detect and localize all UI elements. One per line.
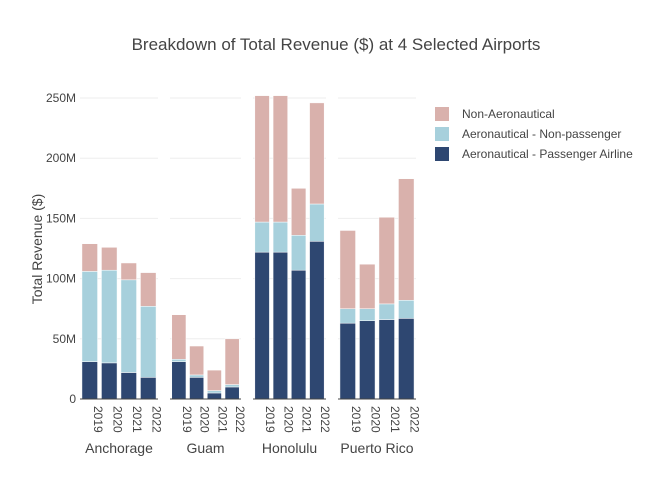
bar-puerto-rico-2019-aeronautical-non-passenger[interactable] <box>339 308 356 324</box>
bar-anchorage-2022-non-aeronautical[interactable] <box>140 272 157 307</box>
legend-label: Aeronautical - Passenger Airline <box>462 147 633 161</box>
bar-anchorage-2021-aeronautical-passenger-airline[interactable] <box>120 372 137 400</box>
x-tick-label: 2022 <box>318 406 332 433</box>
bar-honolulu-2019-aeronautical-passenger-airline[interactable] <box>254 251 270 400</box>
legend-swatch <box>435 147 449 161</box>
y-tick-label: 150M <box>46 211 76 225</box>
x-tick-label: 2021 <box>300 406 314 433</box>
y-tick-label: 50M <box>53 332 76 346</box>
x-tick-label: 2022 <box>407 406 421 433</box>
bar-puerto-rico-2021-aeronautical-passenger-airline[interactable] <box>378 319 395 400</box>
group-label-puerto-rico: Puerto Rico <box>340 440 413 456</box>
bar-guam-2021-non-aeronautical[interactable] <box>207 369 222 391</box>
legend-item-aeronautical-passenger-airline[interactable]: Aeronautical - Passenger Airline <box>435 147 633 161</box>
y-axis-ticks: 0 50M 100M 150M 200M 250M <box>46 91 76 406</box>
bar-anchorage-2020-non-aeronautical[interactable] <box>101 247 118 271</box>
x-tick-label: 2021 <box>388 406 402 433</box>
bar-honolulu-2020-aeronautical-non-passenger[interactable] <box>272 221 288 253</box>
bar-anchorage-2021-non-aeronautical[interactable] <box>120 262 137 281</box>
bar-puerto-rico-2021-non-aeronautical[interactable] <box>378 216 395 305</box>
bar-puerto-rico-2019-aeronautical-passenger-airline[interactable] <box>339 322 356 400</box>
bar-guam-2022-aeronautical-non-passenger[interactable] <box>224 384 240 388</box>
bar-guam-2019-non-aeronautical[interactable] <box>171 314 187 360</box>
bar-honolulu-2020-aeronautical-passenger-airline[interactable] <box>272 251 288 400</box>
y-tick-label: 200M <box>46 151 76 165</box>
bar-honolulu-2019-non-aeronautical[interactable] <box>254 95 270 223</box>
bar-anchorage-2020-aeronautical-non-passenger[interactable] <box>101 269 118 364</box>
x-tick-label: 2019 <box>263 406 277 433</box>
x-tick-label: 2019 <box>91 406 105 433</box>
bar-puerto-rico-2022-aeronautical-non-passenger[interactable] <box>398 300 415 319</box>
bar-puerto-rico-2022-aeronautical-passenger-airline[interactable] <box>398 318 415 400</box>
bar-anchorage-2019-aeronautical-non-passenger[interactable] <box>81 271 98 362</box>
bar-honolulu-2020-non-aeronautical[interactable] <box>272 95 288 223</box>
y-axis-label: Total Revenue ($) <box>29 194 45 305</box>
bar-guam-2020-non-aeronautical[interactable] <box>189 345 204 376</box>
x-tick-label: 2021 <box>130 406 144 433</box>
bar-guam-2021-aeronautical-non-passenger[interactable] <box>207 390 222 394</box>
bar-anchorage-2022-aeronautical-passenger-airline[interactable] <box>140 377 157 400</box>
group-label-guam: Guam <box>186 440 224 456</box>
x-tick-label: 2022 <box>233 406 247 433</box>
bar-honolulu-2022-aeronautical-passenger-airline[interactable] <box>309 241 325 400</box>
bar-honolulu-2022-aeronautical-non-passenger[interactable] <box>309 203 325 242</box>
bar-guam-2019-aeronautical-passenger-airline[interactable] <box>171 361 187 400</box>
x-tick-label: 2019 <box>349 406 363 433</box>
y-tick-label: 0 <box>69 392 76 406</box>
group-label-honolulu: Honolulu <box>262 440 317 456</box>
legend-swatch <box>435 127 449 141</box>
bar-anchorage-2022-aeronautical-non-passenger[interactable] <box>140 306 157 378</box>
bar-anchorage-2019-non-aeronautical[interactable] <box>81 243 98 272</box>
x-tick-label: 2020 <box>368 406 382 433</box>
bar-puerto-rico-2022-non-aeronautical[interactable] <box>398 178 415 301</box>
legend: Non-Aeronautical Aeronautical - Non-passe… <box>435 107 633 161</box>
bar-puerto-rico-2020-aeronautical-non-passenger[interactable] <box>359 308 376 322</box>
airport-group-guam: 2019 2020 2021 2022 Guam <box>170 314 247 456</box>
chart-title: Breakdown of Total Revenue ($) at 4 Sele… <box>132 35 541 54</box>
x-tick-label: 2021 <box>215 406 229 433</box>
bar-honolulu-2019-aeronautical-non-passenger[interactable] <box>254 221 270 253</box>
x-tick-label: 2020 <box>110 406 124 433</box>
y-tick-label: 250M <box>46 91 76 105</box>
bar-guam-2021-aeronautical-passenger-airline[interactable] <box>207 392 222 400</box>
bar-anchorage-2021-aeronautical-non-passenger[interactable] <box>120 279 137 373</box>
x-tick-label: 2020 <box>281 406 295 433</box>
bar-honolulu-2021-non-aeronautical[interactable] <box>291 188 307 236</box>
legend-label: Non-Aeronautical <box>462 107 555 121</box>
bar-anchorage-2020-aeronautical-passenger-airline[interactable] <box>101 362 118 400</box>
bar-guam-2022-non-aeronautical[interactable] <box>224 338 240 385</box>
bar-guam-2019-aeronautical-non-passenger[interactable] <box>171 359 187 362</box>
legend-item-non-aeronautical[interactable]: Non-Aeronautical <box>435 107 555 121</box>
x-tick-label: 2022 <box>149 406 163 433</box>
legend-label: Aeronautical - Non-passenger <box>462 127 621 141</box>
bar-anchorage-2019-aeronautical-passenger-airline[interactable] <box>81 361 98 400</box>
legend-item-aeronautical-non-passenger[interactable]: Aeronautical - Non-passenger <box>435 127 621 141</box>
bar-puerto-rico-2019-non-aeronautical[interactable] <box>339 230 356 309</box>
bar-honolulu-2022-non-aeronautical[interactable] <box>309 102 325 205</box>
bar-puerto-rico-2021-aeronautical-non-passenger[interactable] <box>378 303 395 320</box>
bar-guam-2020-aeronautical-non-passenger[interactable] <box>189 374 204 378</box>
x-tick-label: 2020 <box>198 406 212 433</box>
bar-honolulu-2021-aeronautical-passenger-airline[interactable] <box>291 269 307 400</box>
bar-honolulu-2021-aeronautical-non-passenger[interactable] <box>291 235 307 271</box>
y-tick-label: 100M <box>46 272 76 286</box>
group-label-anchorage: Anchorage <box>85 440 153 456</box>
legend-swatch <box>435 107 449 121</box>
bar-guam-2020-aeronautical-passenger-airline[interactable] <box>189 377 204 400</box>
airport-group-anchorage: 2019 2020 2021 2022 Anchorage <box>80 243 163 456</box>
x-tick-label: 2019 <box>180 406 194 433</box>
bar-puerto-rico-2020-aeronautical-passenger-airline[interactable] <box>359 320 376 400</box>
bar-puerto-rico-2020-non-aeronautical[interactable] <box>359 263 376 309</box>
airport-group-puerto-rico: 2019 2020 2021 2022 Puerto Rico <box>338 178 421 456</box>
bar-guam-2022-aeronautical-passenger-airline[interactable] <box>224 386 240 400</box>
